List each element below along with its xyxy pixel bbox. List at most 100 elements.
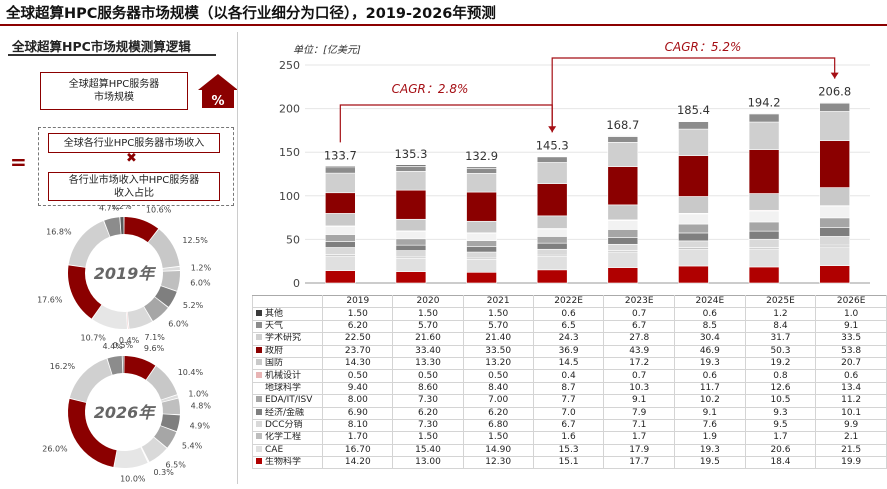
data-cell: 43.9	[603, 344, 676, 358]
donut-percent-label: 1.0%	[188, 389, 209, 398]
bar-segment	[819, 111, 850, 141]
donut-slice	[141, 447, 149, 463]
bar-segment	[819, 103, 850, 112]
donut-percent-label: 5.2%	[183, 301, 204, 310]
bar-segment	[819, 236, 850, 246]
bar-segment	[536, 162, 568, 184]
table-row: 化学工程 1.70 1.50 1.50 1.6 1.7 1.9 1.7 2.1	[251, 431, 887, 445]
table-row: CAE 16.70 15.40 14.90 15.3 17.9 19.3 20.6 21.5	[251, 443, 887, 458]
data-cell: 21.40	[462, 332, 534, 346]
legend-entry: 学术研究	[251, 332, 324, 346]
total-label: 194.2	[748, 96, 781, 110]
donut-slice	[120, 217, 124, 235]
bar-segment	[678, 213, 709, 225]
data-cell: 1.0	[815, 307, 887, 321]
data-cell: 53.8	[815, 344, 887, 358]
x-category-label: 2024E	[674, 294, 746, 309]
series-name: 其他	[265, 308, 284, 319]
data-cell: 9.9	[815, 418, 887, 433]
multiply-sign: ✖	[126, 151, 137, 166]
bar-segment	[536, 155, 568, 158]
arrowhead	[830, 72, 839, 79]
bar-segment	[748, 210, 780, 223]
x-category-label: 2020	[392, 294, 464, 309]
bar-segment	[395, 244, 427, 251]
bar-segment	[466, 240, 497, 247]
bar-segment	[536, 156, 568, 163]
bar-segment	[395, 218, 427, 232]
bar-segment	[819, 246, 850, 266]
bar-segment	[678, 196, 709, 214]
table-row: DCC分销 8.10 7.30 6.80 6.7 7.1 7.6 9.5 9.9	[251, 418, 887, 433]
donut-slice	[161, 398, 180, 415]
legend-swatch	[256, 371, 262, 378]
data-cell: 19.3	[674, 443, 746, 458]
donut-percent-label: 9.6%	[144, 344, 165, 353]
data-cell: 2.1	[815, 431, 887, 445]
bar-segment	[325, 234, 356, 242]
data-cell: 0.6	[532, 307, 605, 321]
data-cell: 9.1	[815, 319, 887, 334]
donut-percent-label: 6.0%	[168, 319, 189, 328]
series-name: DCC分销	[265, 420, 303, 431]
bar-segment	[678, 121, 709, 130]
bar-segment	[678, 240, 709, 248]
bar-segment	[748, 114, 780, 123]
bar-segment	[466, 246, 497, 253]
legend-swatch	[256, 321, 262, 328]
table-row: 政府 23.70 33.40 33.50 36.9 43.9 46.9 50.3 53.8	[251, 344, 887, 358]
bar-segment	[536, 236, 568, 244]
data-cell: 50.3	[744, 344, 817, 358]
legend-swatch	[256, 309, 262, 316]
bar-segment	[395, 238, 427, 246]
data-cell: 23.70	[322, 344, 394, 358]
bar-segment	[678, 120, 709, 122]
table-row: 地球科学 9.40 8.60 8.40 8.7 10.3 11.7 12.6 13.4	[251, 381, 887, 396]
data-cell: 10.2	[674, 394, 746, 408]
bar-segment	[748, 238, 780, 248]
donut-year-label: 2019年	[94, 264, 157, 283]
bar-segment	[678, 128, 709, 156]
bar-segment	[325, 172, 356, 194]
data-cell: 7.30	[392, 418, 464, 433]
legend-swatch	[256, 445, 262, 452]
data-cell: 7.9	[603, 406, 676, 420]
y-tick-label: 150	[279, 146, 300, 159]
data-cell: 20.7	[815, 356, 887, 371]
data-cell: 33.50	[462, 344, 534, 358]
series-name: 地球科学	[265, 382, 302, 393]
bar-segment	[325, 166, 356, 169]
bar-segment	[607, 220, 639, 230]
stacked-bar-chart: 单位：[亿美元] 0 50 100 150 200 250 133.7 135.3 132.9 14…	[279, 40, 870, 290]
legend-entry: 政府	[251, 344, 324, 358]
bar-segment	[395, 250, 427, 258]
bar-segment	[466, 166, 497, 169]
data-cell: 5.70	[392, 319, 464, 334]
bar-segment	[607, 142, 639, 167]
data-cell: 1.6	[532, 431, 605, 445]
bar-segment	[536, 215, 568, 229]
y-tick-label: 0	[293, 277, 300, 290]
data-cell: 13.4	[815, 381, 887, 396]
data-cell: 15.40	[392, 443, 464, 458]
series-name: 经济/金融	[265, 407, 305, 418]
legend-swatch	[256, 408, 262, 415]
bar-segment	[819, 265, 850, 284]
bar-segment	[819, 140, 850, 188]
data-cell: 11.7	[674, 381, 746, 396]
bar-segment	[536, 256, 568, 271]
data-cell: 30.4	[674, 332, 746, 346]
donut-percent-label: 26.0%	[42, 444, 68, 453]
donut-slice	[141, 437, 167, 462]
bar-segment	[395, 164, 427, 167]
bar-segment	[466, 168, 497, 174]
donut-percent-label: 10.7%	[80, 334, 106, 343]
data-cell: 6.7	[532, 418, 605, 433]
bar-segment	[395, 166, 427, 172]
series-name: CAE	[265, 444, 284, 455]
series-name: 国防	[265, 358, 284, 369]
table-row: 学术研究 22.50 21.60 21.40 24.3 27.8 30.4 31.7 33.5	[251, 332, 887, 346]
title-divider	[0, 24, 887, 26]
market-size-box: 全球超算HPC服务器 市场规模	[40, 72, 188, 110]
data-cell: 19.5	[674, 456, 746, 470]
